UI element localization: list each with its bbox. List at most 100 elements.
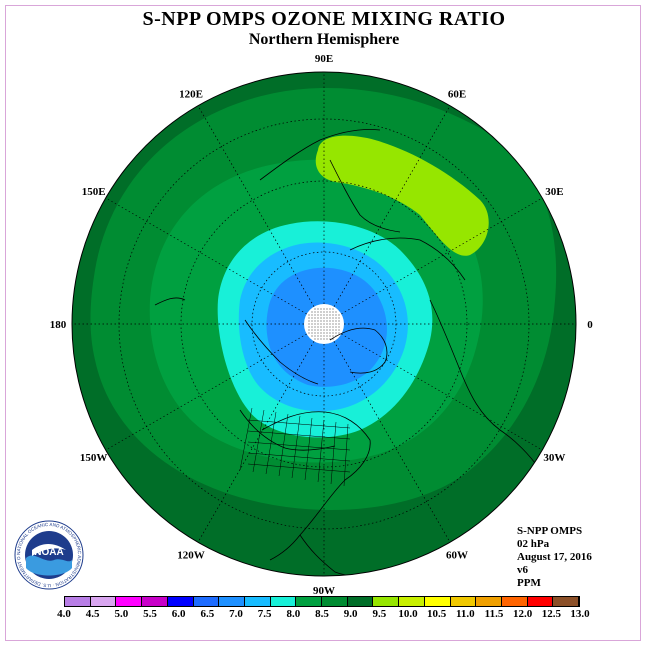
state-boundary <box>239 407 253 471</box>
coastline-greenland <box>329 327 388 374</box>
colorbar-segment <box>476 597 502 606</box>
colorbar-segment <box>116 597 143 606</box>
meridian-line <box>105 197 307 315</box>
ozone-field <box>72 72 576 576</box>
state-boundary <box>247 419 351 429</box>
colorbar-tick-label: 5.0 <box>114 608 129 620</box>
longitude-label: 120W <box>177 549 205 561</box>
colorbar-tick-label: 8.0 <box>286 608 301 620</box>
longitude-label: 90W <box>313 585 335 597</box>
meridian-line <box>105 333 307 451</box>
colorbar-segment <box>219 597 245 606</box>
figure-frame <box>5 5 641 641</box>
globe-outline <box>71 71 577 577</box>
coastline-canada <box>239 409 336 451</box>
longitude-label: 120E <box>179 89 203 101</box>
longitude-labels: 90E 60E 30E 0 30W 60W 90W 120W 150W 180 150E 120E <box>50 53 594 597</box>
state-boundary <box>265 411 277 475</box>
colorbar <box>64 596 580 607</box>
map-title: S-NPP OMPS OZONE MIXING RATIO <box>142 8 506 30</box>
longitude-label: 60E <box>448 89 466 101</box>
colorbar-segment <box>527 597 554 606</box>
meridian-line <box>341 197 543 315</box>
colorbar-segment <box>193 597 220 606</box>
meridian-line <box>333 105 451 307</box>
latitude-circle-50n <box>180 180 468 468</box>
colorbar-segment <box>424 597 451 606</box>
longitude-label: 180 <box>50 319 67 331</box>
colorbar-tick-label: 9.5 <box>372 608 387 620</box>
longitude-label: 150W <box>80 452 108 464</box>
longitude-label: 90E <box>315 53 333 65</box>
noaa-logo: NOAA NATIONAL OCEANIC AND ATMOSPHERIC AD… <box>12 516 84 590</box>
coastline-russia-east <box>259 129 381 181</box>
colorbar-tick-label: 11.5 <box>484 608 504 620</box>
colorbar-tick-label: 12.5 <box>541 608 561 620</box>
coastline-arctic-canada <box>244 319 319 385</box>
state-boundary <box>247 463 351 473</box>
info-version: v6 <box>517 564 528 576</box>
meridian-line <box>341 333 543 451</box>
state-boundary <box>343 423 349 487</box>
info-instrument: S-NPP OMPS <box>517 525 583 537</box>
colorbar-segment <box>450 597 477 606</box>
coastline-siberia <box>329 159 401 233</box>
field-high-region <box>315 135 489 256</box>
colorbar-segment <box>90 597 117 606</box>
colorbar-segment <box>142 597 168 606</box>
coastline-north-america <box>261 411 371 561</box>
colorbar-tick-label: 5.5 <box>143 608 157 620</box>
colorbar-tick-label: 7.5 <box>257 608 272 620</box>
state-boundary <box>247 441 351 451</box>
colorbar-tick-label: 6.0 <box>171 608 186 620</box>
colorbar-tick-label: 13.0 <box>570 608 590 620</box>
colorbar-segment <box>322 597 348 606</box>
state-boundary <box>252 409 265 473</box>
coastlines <box>154 129 541 576</box>
coastline-scandinavia <box>349 237 466 281</box>
colorbar-tick-label: 11.0 <box>456 608 475 620</box>
colorbar-segment <box>244 597 271 606</box>
state-boundary <box>247 430 351 440</box>
colorbar-tick-label: 10.5 <box>427 608 447 620</box>
colorbar-segment <box>65 597 91 606</box>
info-block: S-NPP OMPS 02 hPa August 17, 2016 v6 PPM <box>517 525 592 590</box>
info-date: August 17, 2016 <box>517 551 592 563</box>
colorbar-segment <box>347 597 374 606</box>
meridian-line <box>197 341 315 543</box>
coastline-alaska <box>154 297 186 306</box>
colorbar-segment <box>270 597 297 606</box>
polar-dots <box>308 308 340 340</box>
graticule <box>72 72 576 576</box>
map-subtitle: Northern Hemisphere <box>248 31 400 48</box>
colorbar-tick-label: 12.0 <box>513 608 533 620</box>
coastline-europe-africa <box>429 299 541 471</box>
colorbar-tick-label: 4.5 <box>85 608 100 620</box>
longitude-label: 30E <box>545 186 563 198</box>
colorbar-tick-label: 7.0 <box>229 608 243 620</box>
colorbar-segment <box>399 597 425 606</box>
colorbar-tick-labels: 4.0 4.5 5.0 5.5 6.0 6.5 7.0 7.5 8.0 8.5 9.0 9.5 10.0… <box>57 608 590 622</box>
colorbar-tick-label: 4.0 <box>57 608 71 620</box>
longitude-label: 0 <box>587 319 593 331</box>
colorbar-tick-label: 9.0 <box>343 608 358 620</box>
colorbar-tick-label: 6.5 <box>200 608 215 620</box>
us-state-grid <box>239 407 351 487</box>
meridian-line <box>333 341 451 543</box>
colorbar-segment <box>373 597 400 606</box>
info-units: PPM <box>517 577 541 589</box>
meridian-line <box>197 105 315 307</box>
state-boundary <box>304 417 313 481</box>
colorbar-segment <box>167 597 194 606</box>
state-boundary <box>317 419 325 483</box>
colorbar-segment <box>296 597 323 606</box>
longitude-label: 60W <box>446 549 468 561</box>
state-boundary <box>330 421 337 485</box>
longitude-label: 30W <box>543 452 565 464</box>
info-level: 02 hPa <box>517 538 550 550</box>
longitude-label: 150E <box>82 186 106 198</box>
colorbar-tick-label: 8.5 <box>315 608 329 620</box>
colorbar-tick-label: 10.0 <box>398 608 418 620</box>
colorbar-segment <box>553 597 580 606</box>
